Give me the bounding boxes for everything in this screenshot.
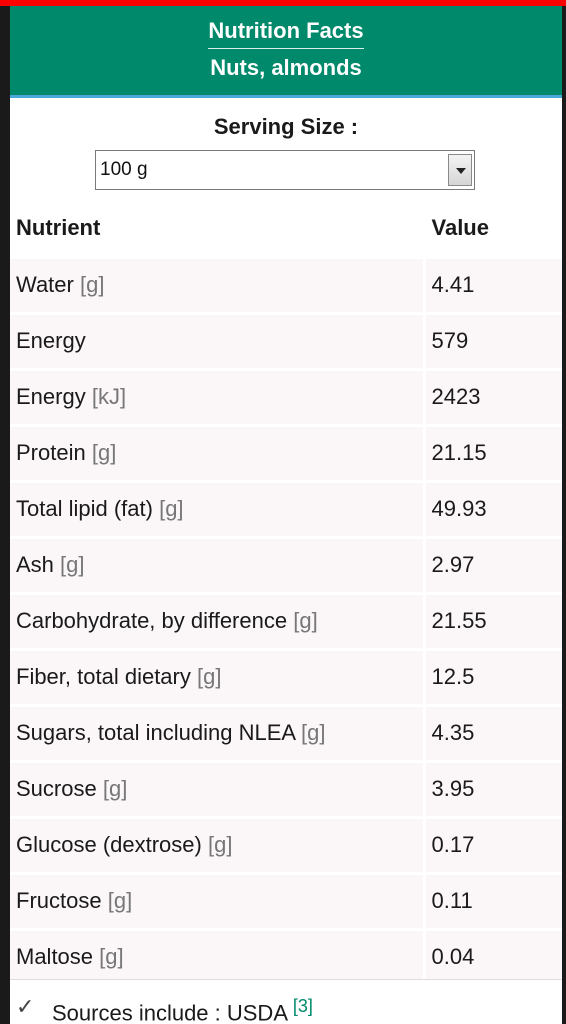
top-status-bar [0,0,566,6]
nutrient-unit: [g] [207,832,233,857]
chevron-down-icon [456,168,466,174]
nutrient-value: 579 [424,313,562,371]
nutrient-name: Sugars, total including NLEA [16,720,295,745]
table-row: Sugars, total including NLEA [g] 4.35 [10,705,562,763]
nutrient-cell: Ash [g] [10,537,426,595]
nutrient-unit: [g] [102,776,128,801]
dropdown-button[interactable] [448,154,472,186]
nutrient-cell: Fructose [g] [10,873,426,931]
nutrient-name: Fructose [16,888,102,913]
nutrient-value: 21.55 [424,593,562,651]
nutrient-unit: [kJ] [91,384,127,409]
column-header-value: Value [424,201,562,259]
nutrient-name: Water [16,272,74,297]
nutrient-unit: [g] [300,720,326,745]
nutrition-panel: Nutrition Facts Nuts, almonds Serving Si… [0,6,566,1024]
nutrient-unit: [g] [79,272,105,297]
nutrient-name: Maltose [16,944,94,969]
nutrient-value: 49.93 [424,481,562,539]
nutrient-cell: Total lipid (fat) [g] [10,481,426,539]
nutrient-cell: Maltose [g] [10,929,426,987]
nutrient-unit: [g] [197,664,222,689]
table-row: Water [g] 4.41 [10,257,562,315]
nutrient-cell: Energy [kJ] [10,369,426,427]
nutrient-table: Nutrient Value Water [g] 4.41 Energy 579… [10,201,562,987]
nutrient-cell: Sugars, total including NLEA [g] [10,705,426,763]
sources-text: Sources include : USDA [3] [52,996,313,1024]
nutrient-name: Fiber, total dietary [16,664,191,689]
nutrient-name: Total lipid (fat) [16,496,153,521]
serving-size-select[interactable]: 100 g [95,150,475,190]
nutrient-unit: [g] [159,496,184,521]
source-reference-link[interactable]: [3] [292,996,313,1016]
serving-size-value: 100 g [100,159,148,180]
nutrient-cell: Sucrose [g] [10,761,426,819]
column-header-nutrient: Nutrient [10,201,426,259]
nutrient-name: Protein [16,440,86,465]
nutrient-value: 2.97 [424,537,562,595]
table-row: Total lipid (fat) [g] 49.93 [10,481,562,539]
table-row: Fructose [g] 0.11 [10,873,562,931]
sources-label: Sources include : USDA [52,1000,287,1024]
page-title: Nutrition Facts [208,18,364,43]
nutrient-value: 4.35 [424,705,562,763]
table-row: Glucose (dextrose) [g] 0.17 [10,817,562,875]
nutrient-cell: Energy [10,313,426,371]
nutrient-cell: Protein [g] [10,425,426,483]
nutrient-unit: [g] [99,944,124,969]
header-divider [208,48,364,49]
nutrient-value: 2423 [424,369,562,427]
nutrient-unit: [g] [60,552,85,577]
nutrient-value: 3.95 [424,761,562,819]
nutrient-value: 0.04 [424,929,562,987]
nutrient-value: 4.41 [424,257,562,315]
serving-size-section: Serving Size : 100 g [10,98,562,201]
nutrient-value: 0.17 [424,817,562,875]
nutrient-cell: Glucose (dextrose) [g] [10,817,426,875]
nutrient-unit: [g] [91,440,117,465]
nutrient-value: 0.11 [424,873,562,931]
check-icon: ✓ [16,994,35,1019]
table-row: Sucrose [g] 3.95 [10,761,562,819]
table-row: Maltose [g] 0.04 [10,929,562,987]
sources-footer: ✓ Sources include : USDA [3] [10,979,562,1024]
food-name: Nuts, almonds [210,55,362,80]
table-row: Energy [kJ] 2423 [10,369,562,427]
nutrition-header: Nutrition Facts Nuts, almonds [10,6,562,98]
nutrient-name: Sucrose [16,776,97,801]
table-header-row: Nutrient Value [10,201,562,259]
nutrient-cell: Fiber, total dietary [g] [10,649,426,707]
serving-size-label: Serving Size : [213,114,359,139]
nutrient-value: 12.5 [424,649,562,707]
table-row: Fiber, total dietary [g] 12.5 [10,649,562,707]
table-row: Carbohydrate, by difference [g] 21.55 [10,593,562,651]
table-row: Ash [g] 2.97 [10,537,562,595]
nutrient-cell: Carbohydrate, by difference [g] [10,593,426,651]
nutrient-cell: Water [g] [10,257,426,315]
nutrient-unit: [g] [107,888,133,913]
table-row: Energy 579 [10,313,562,371]
nutrient-name: Ash [16,552,54,577]
nutrient-unit: [g] [293,608,318,633]
nutrient-value: 21.15 [424,425,562,483]
nutrient-name: Energy [16,384,86,409]
nutrient-name: Energy [16,328,86,353]
table-row: Protein [g] 21.15 [10,425,562,483]
nutrient-name: Glucose (dextrose) [16,832,202,857]
nutrient-name: Carbohydrate, by difference [16,608,288,633]
